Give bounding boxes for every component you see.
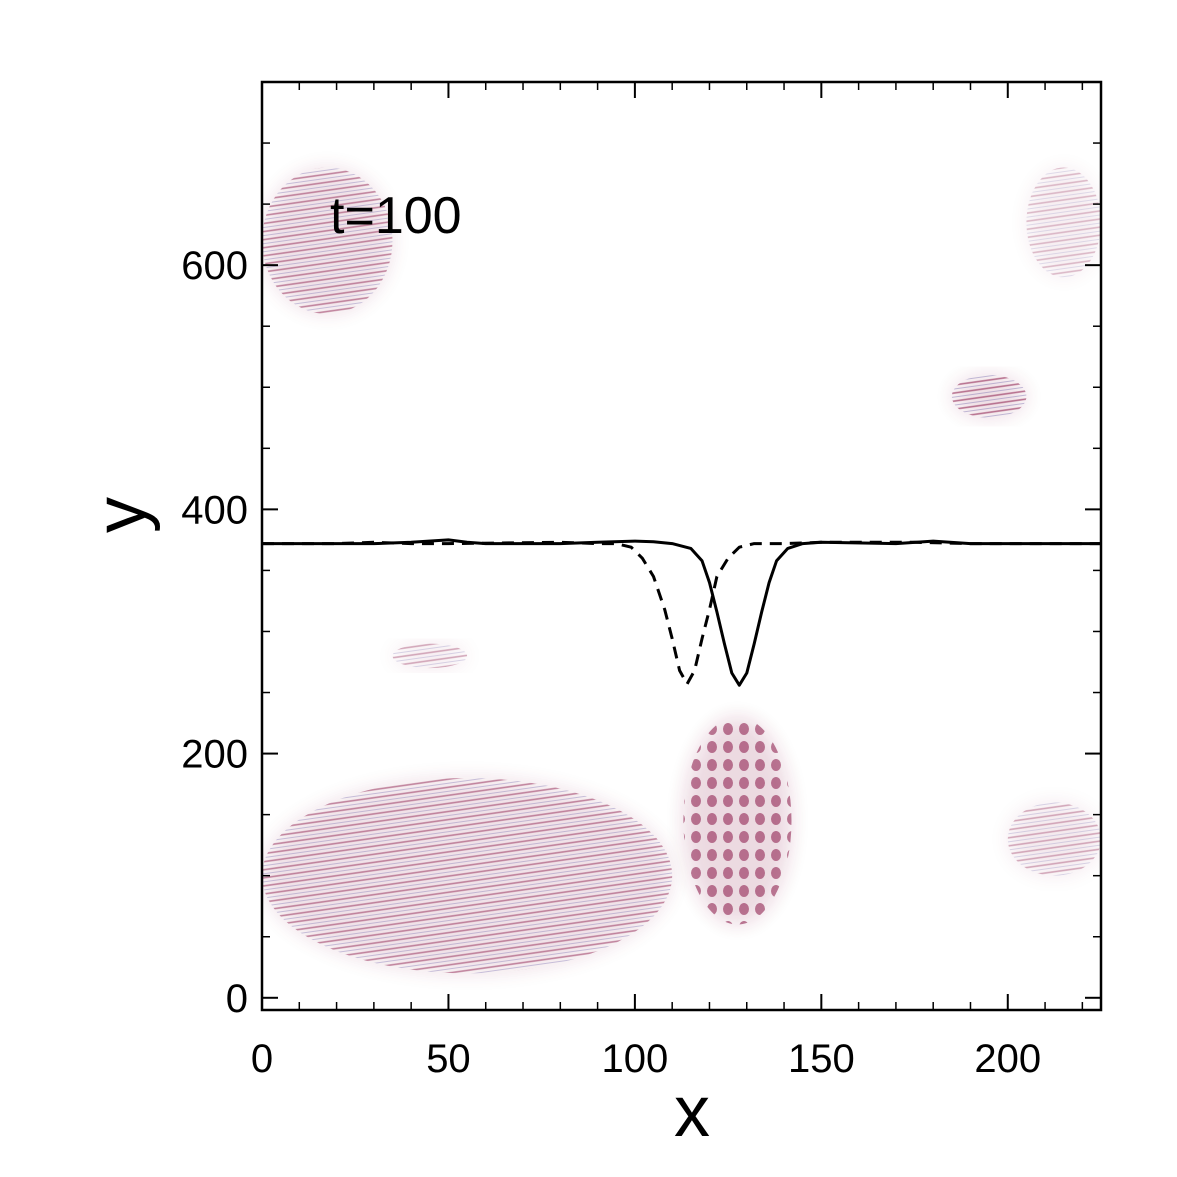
plot-frame [260,80,1103,1012]
solid-profile-line [262,538,1101,687]
x-tick-label: 200 [974,1037,1041,1081]
lines-layer [262,538,1101,687]
x-tick-label: 50 [426,1037,471,1081]
y-tick-label: 600 [181,244,248,288]
annotation-label: t=100 [330,187,462,245]
y-tick-label: 400 [181,488,248,532]
intensity-region [683,716,792,925]
intensity-region [392,643,468,669]
dashed-profile-line [262,540,1101,686]
intensity-region [951,375,1027,418]
ticks-layer: 0 50 100 150 200 0 200 400 600 [181,82,1101,1081]
intensity-region [1007,802,1101,876]
x-tick-label: 100 [602,1037,669,1081]
x-tick-label: 150 [788,1037,855,1081]
x-axis-title: x [674,1072,710,1152]
intensity-region [262,167,393,314]
intensity-region [262,778,673,974]
x-tick-label: 0 [251,1037,273,1081]
heatmap-layer [262,167,1101,974]
y-axis-title: y [81,497,161,533]
y-tick-label: 0 [226,977,248,1021]
y-tick-label: 200 [181,733,248,777]
intensity-region [1026,167,1101,278]
